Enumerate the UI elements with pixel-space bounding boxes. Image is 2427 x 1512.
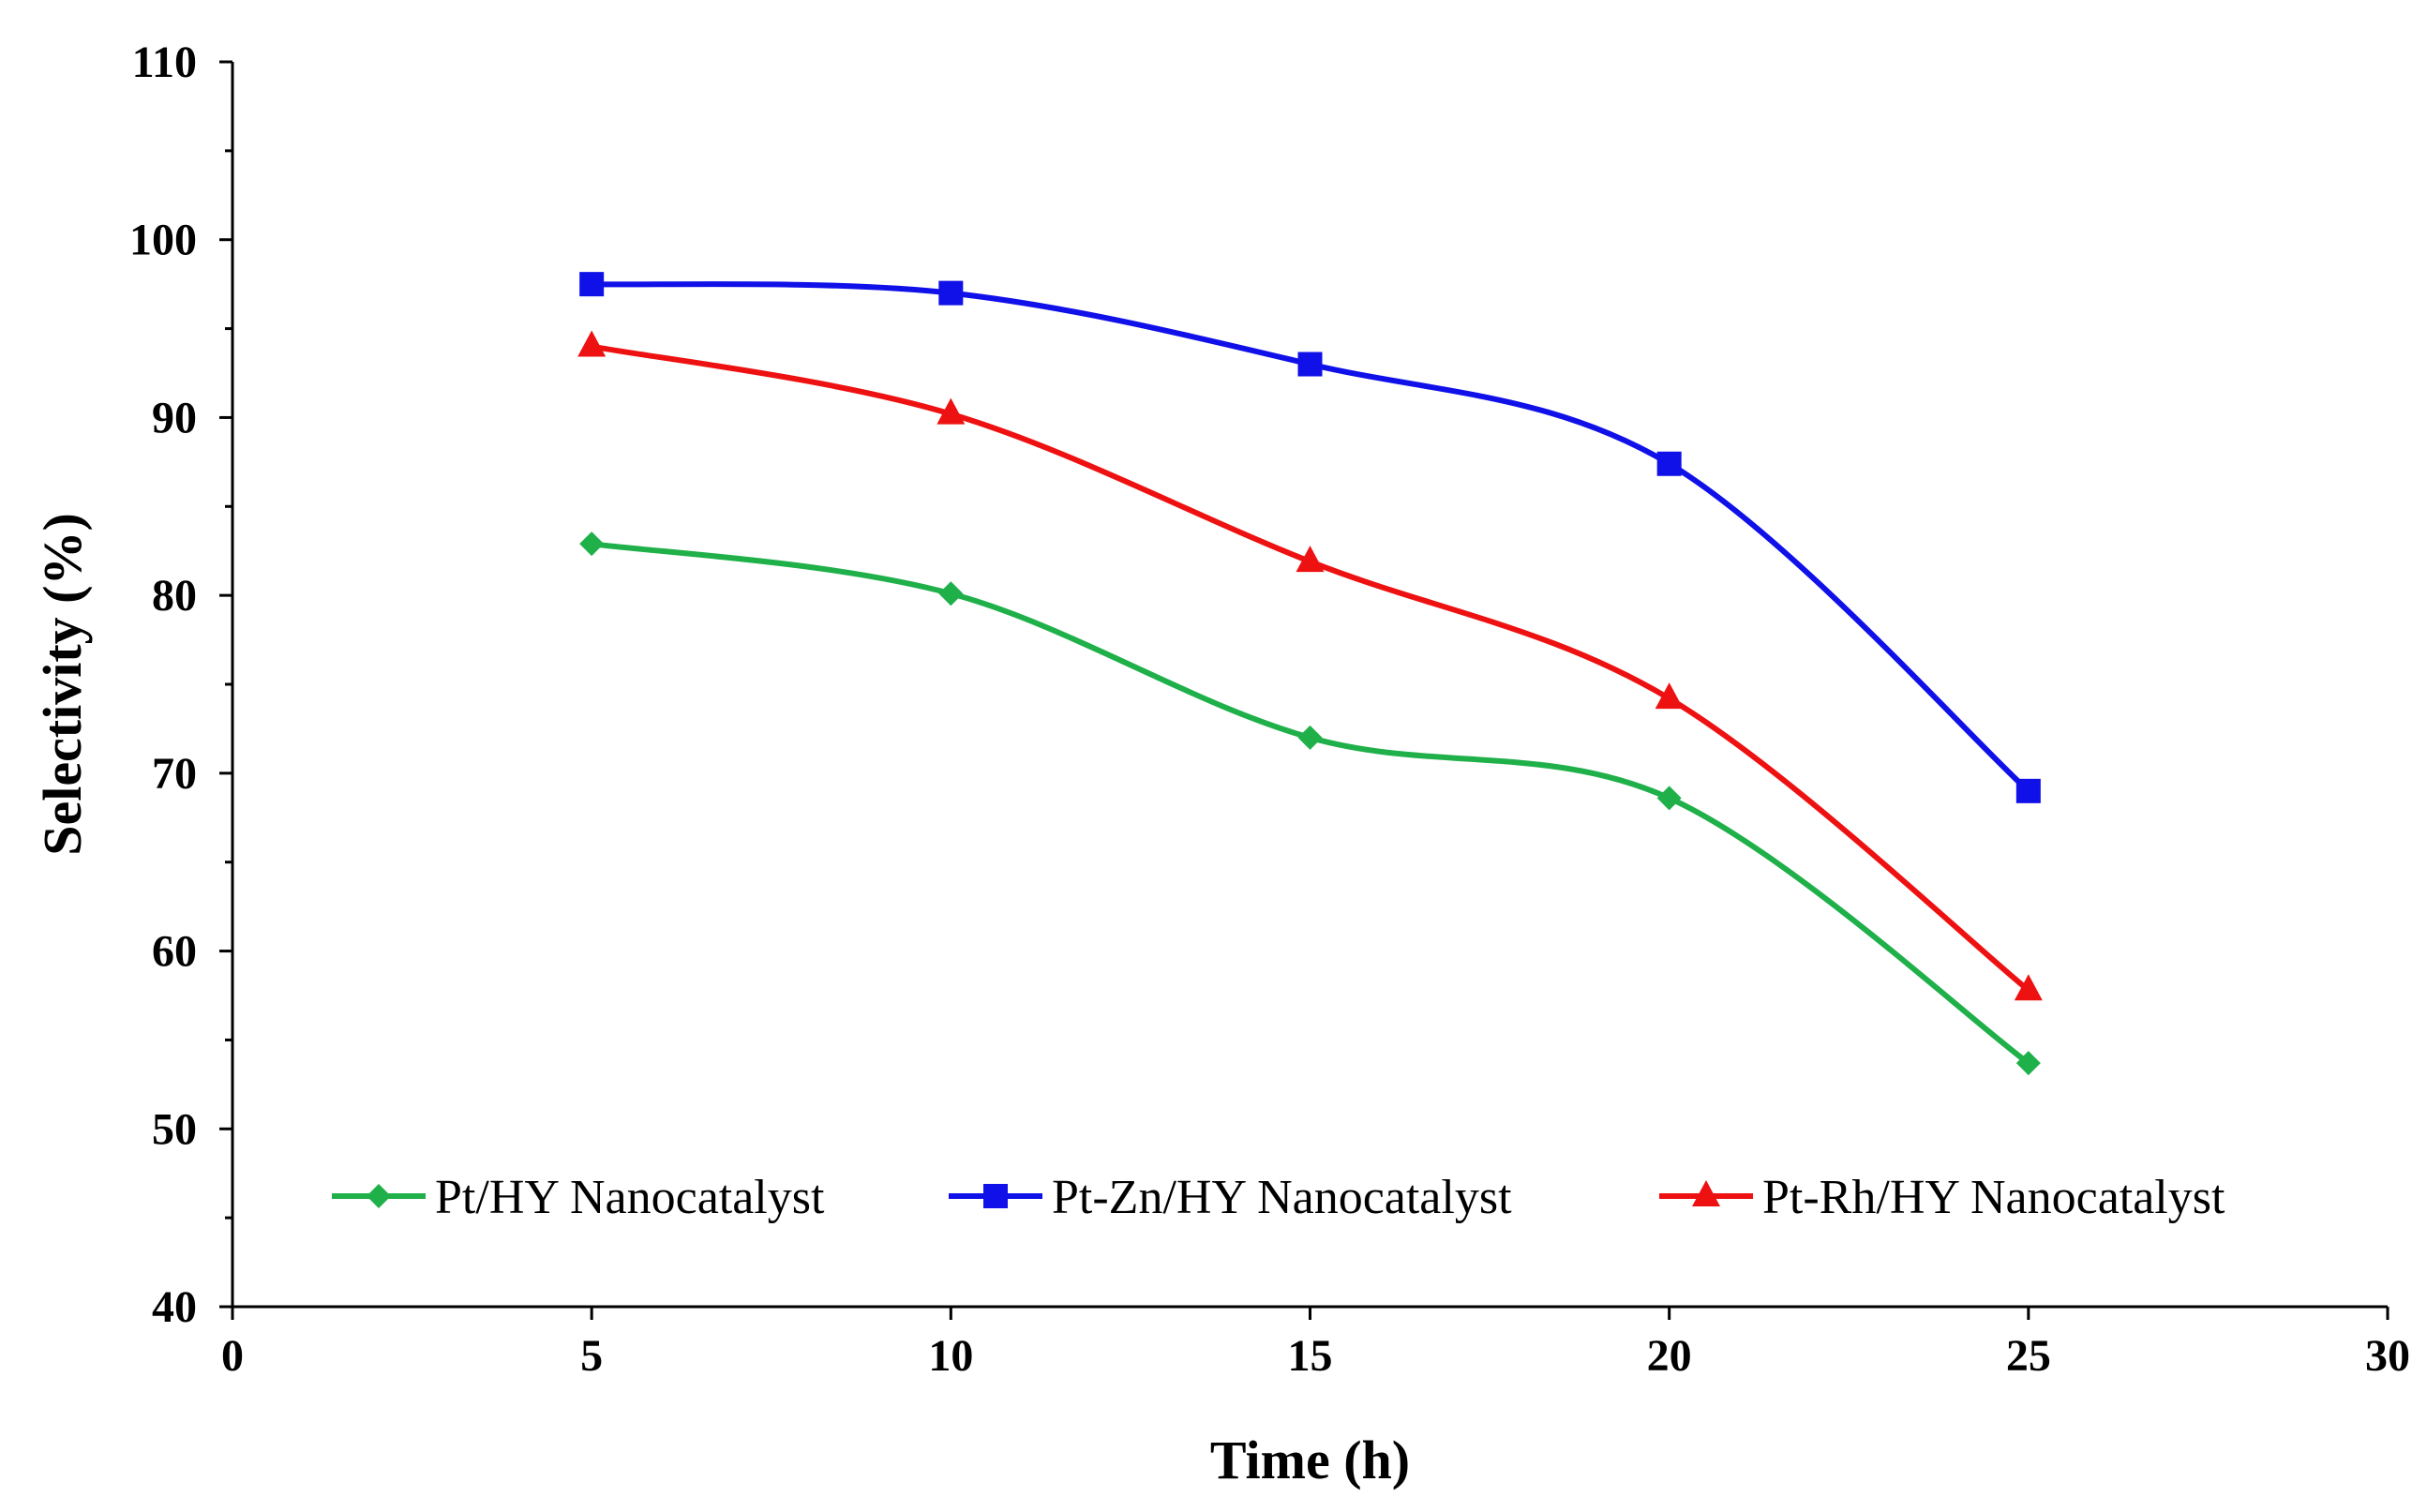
series-line — [592, 281, 2030, 794]
data-point — [1297, 352, 1323, 377]
legend-item: Pt-Rh/HY Nanocatalyst — [1659, 1171, 2225, 1224]
y-tick-label: 100 — [129, 216, 197, 265]
data-point — [938, 280, 964, 306]
x-tick-label: 0 — [221, 1331, 244, 1381]
data-point — [1297, 725, 1323, 750]
y-tick-label: 50 — [152, 1104, 197, 1154]
x-tick-label: 15 — [1288, 1331, 1333, 1381]
data-point — [577, 330, 607, 357]
data-point — [1655, 682, 1684, 710]
data-point — [1656, 786, 1682, 811]
series-2 — [579, 272, 2041, 803]
legend-marker — [1692, 1180, 1720, 1206]
series-layer — [577, 272, 2043, 1076]
data-point — [1656, 451, 1682, 476]
y-tick-label: 60 — [152, 927, 197, 977]
legend: Pt/HY Nanocatalyst Pt-Zn/HY Nanocatalyst P… — [332, 1171, 2225, 1224]
legend-marker — [367, 1184, 391, 1208]
y-axis-title: Selectivity (%) — [32, 513, 93, 856]
data-point — [579, 272, 605, 297]
legend-label: Pt-Zn/HY Nanocatalyst — [1052, 1171, 1512, 1224]
data-point — [2015, 1051, 2041, 1076]
y-tick-label: 80 — [152, 571, 197, 621]
x-axis-title: Time (h) — [1210, 1430, 1410, 1490]
x-tick-label: 25 — [2006, 1331, 2051, 1381]
legend-item: Pt-Zn/HY Nanocatalyst — [949, 1171, 1512, 1224]
legend-label: Pt/HY Nanocatalyst — [435, 1171, 825, 1224]
legend-label: Pt-Rh/HY Nanocatalyst — [1762, 1171, 2225, 1224]
data-point — [938, 581, 964, 606]
data-point — [2014, 974, 2043, 1001]
data-point — [936, 397, 966, 425]
legend-marker — [983, 1184, 1008, 1208]
x-tick-label: 20 — [1647, 1331, 1692, 1381]
data-point — [579, 531, 605, 557]
data-point — [1296, 546, 1325, 573]
y-tick-label: 90 — [152, 393, 197, 442]
series-3 — [577, 330, 2043, 1001]
y-tick-label: 110 — [132, 37, 197, 87]
y-tick-label: 70 — [152, 749, 197, 799]
series-line — [591, 343, 2030, 993]
series-1 — [579, 531, 2041, 1076]
y-tick-label: 40 — [152, 1282, 197, 1332]
axes: 40 50 60 70 80 90 100 110 0 5 10 15 20 25 30 — [129, 37, 2410, 1381]
legend-item: Pt/HY Nanocatalyst — [332, 1171, 825, 1224]
x-tick-label: 30 — [2365, 1331, 2410, 1381]
x-tick-label: 5 — [580, 1331, 603, 1381]
x-tick-label: 10 — [928, 1331, 973, 1381]
data-point — [2015, 778, 2041, 803]
